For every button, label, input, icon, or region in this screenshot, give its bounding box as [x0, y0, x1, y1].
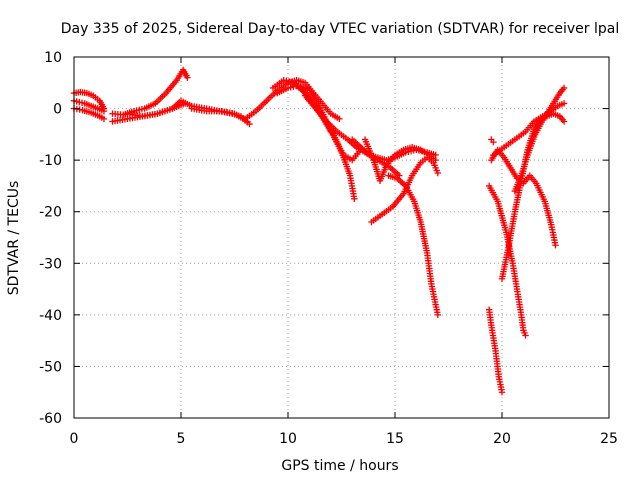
y-axis-label: SDTVAR / TECUs — [6, 181, 22, 296]
x-axis-label: GPS time / hours — [281, 458, 398, 474]
data-point — [560, 84, 568, 92]
y-tick-label: 0 — [53, 102, 62, 118]
series-arc16 — [385, 172, 441, 319]
x-tick-label: 25 — [600, 431, 618, 447]
data-point — [184, 74, 191, 81]
x-tick-label: 10 — [279, 431, 297, 447]
plot-marks — [70, 66, 568, 396]
x-tick-label: 0 — [70, 431, 79, 447]
series-arc17 — [485, 306, 506, 396]
data-point — [246, 120, 253, 128]
data-point — [522, 332, 529, 339]
data-point — [434, 311, 441, 319]
y-tick-label: -20 — [39, 205, 62, 221]
chart-title: Day 335 of 2025, Sidereal Day-to-day VTE… — [61, 21, 619, 37]
grid-lines — [74, 57, 609, 418]
series-arc21 — [490, 100, 568, 159]
data-point — [351, 195, 358, 203]
data-point — [434, 169, 441, 177]
series-arc23 — [488, 136, 497, 146]
y-tick-label: -10 — [39, 153, 62, 169]
y-tick-label: -60 — [39, 411, 62, 427]
x-tick-label: 20 — [493, 431, 511, 447]
data-point — [552, 242, 559, 249]
data-point — [560, 100, 568, 107]
y-tick-label: -30 — [39, 256, 62, 272]
data-point — [100, 115, 108, 123]
series-arc19 — [488, 146, 559, 249]
series-arc3 — [70, 97, 108, 115]
data-point — [498, 389, 506, 396]
data-point — [100, 107, 108, 115]
axis-ticks — [73, 56, 610, 419]
y-tick-label: -50 — [39, 359, 62, 375]
series-arc4 — [109, 66, 191, 118]
y-tick-label: -40 — [39, 308, 62, 324]
data-point — [560, 118, 568, 125]
series-arc10 — [274, 82, 364, 164]
y-tick-labels: 10 0 -10 -20 -30 -40 -50 -60 — [39, 50, 62, 427]
x-tick-label: 15 — [386, 431, 404, 447]
series-arc18 — [485, 182, 529, 339]
series-arc14 — [361, 136, 439, 184]
data-point — [336, 115, 343, 123]
series-arc7 — [188, 105, 253, 128]
series-arc15 — [368, 154, 441, 226]
x-tick-label: 5 — [177, 431, 186, 447]
x-tick-labels: 0 5 10 15 20 25 — [70, 431, 618, 447]
data-point — [490, 138, 497, 146]
y-tick-label: 10 — [44, 50, 62, 66]
plot-frame — [73, 56, 610, 419]
series-arc22 — [511, 84, 568, 195]
